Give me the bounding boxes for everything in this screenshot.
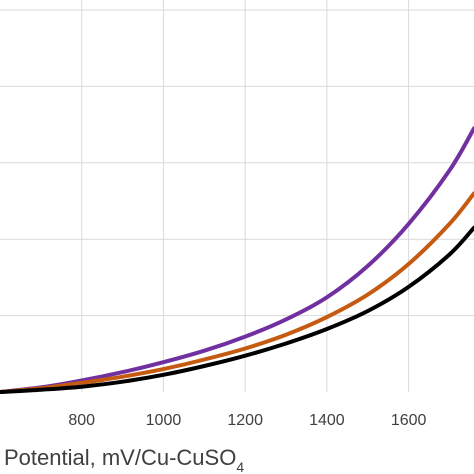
series-line-2	[0, 191, 474, 394]
chart-gridlines	[0, 0, 474, 392]
x-tick-label: 800	[68, 412, 95, 429]
series-line-3	[0, 225, 474, 394]
x-tick-label: 1000	[146, 412, 182, 429]
chart-series-group	[0, 126, 474, 394]
x-axis-label-text: Potential, mV/Cu-CuSO	[4, 445, 236, 470]
x-tick-label: 1400	[309, 412, 345, 429]
x-axis-label: Potential, mV/Cu-CuSO4	[4, 445, 244, 474]
x-axis-label-subscript: 4	[236, 459, 244, 474]
x-tick-labels: 800 1000 1200 1400 1600	[68, 412, 426, 429]
x-tick-label: 1600	[391, 412, 427, 429]
x-tick-label: 1200	[227, 412, 263, 429]
series-line-1	[0, 126, 474, 394]
